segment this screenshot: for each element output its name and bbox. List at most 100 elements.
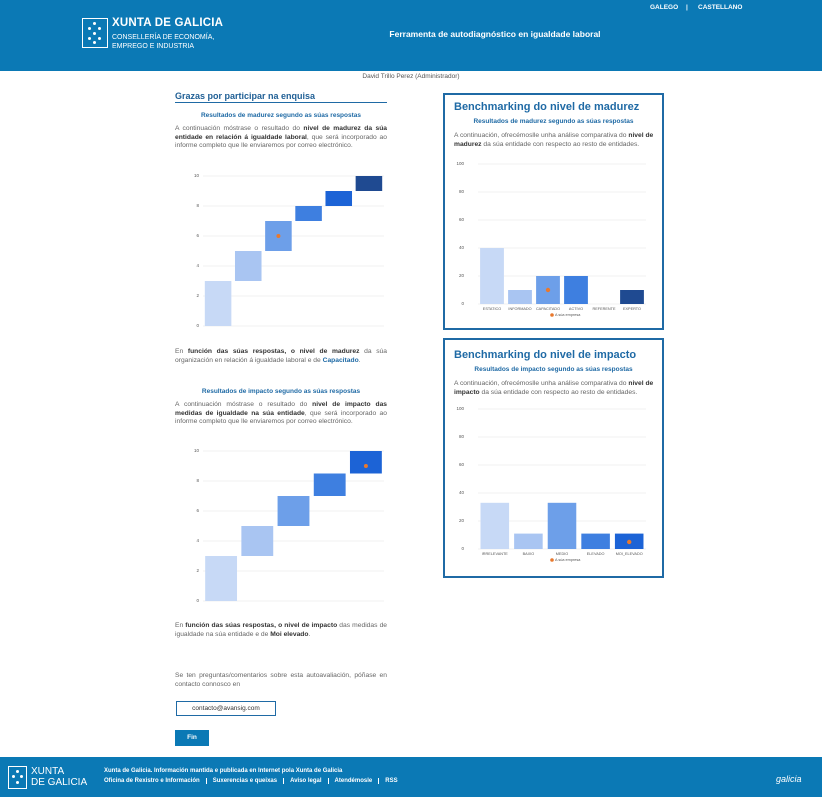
- footer-link[interactable]: Aviso legal: [284, 778, 329, 784]
- footer-links: Oficina de Rexistro e Información Suxeren…: [104, 778, 404, 784]
- bar: [547, 502, 577, 549]
- bar: [620, 290, 644, 304]
- y-tick-label: 4: [196, 263, 199, 268]
- box-title: Benchmarking do nivel de impacto: [454, 349, 637, 361]
- lang-galego[interactable]: GALEGO: [650, 4, 679, 11]
- logo-subtitle-line: CONSELLERÍA DE ECONOMÍA,: [112, 34, 215, 41]
- y-tick-label: 60: [459, 462, 465, 467]
- text-segment: nivel de impacto: [454, 380, 654, 396]
- legend-label: A súa empresa: [555, 558, 581, 562]
- x-tick-label: MEDIO: [556, 552, 568, 556]
- y-tick-label: 100: [456, 161, 464, 166]
- footer-brand: galicia: [776, 774, 802, 784]
- contact-button[interactable]: contacto@avansig.com: [176, 701, 276, 716]
- finish-button[interactable]: Fin: [175, 730, 209, 746]
- text-segment: da súa entidade con respecto ao resto de…: [481, 140, 640, 148]
- footer: XUNTA DE GALICIA Xunta de Galicia. Infor…: [0, 757, 822, 797]
- impact-waterfall: 0 2 4 6 8 10: [194, 448, 384, 603]
- text-segment: nivel de madurez: [454, 132, 654, 148]
- footer-link[interactable]: Oficina de Rexistro e Información: [104, 778, 207, 784]
- y-tick-label: 6: [196, 508, 199, 513]
- bar: [355, 176, 383, 191]
- x-tick-label: EXPERTO: [623, 307, 641, 311]
- bar: [313, 473, 346, 496]
- footer-link[interactable]: Atendémosle: [329, 778, 380, 784]
- bar: [480, 248, 504, 304]
- footer-link[interactable]: RSS: [385, 778, 398, 784]
- footer-link[interactable]: Suxerencias e queixas: [207, 778, 285, 784]
- x-tick-label: ELEVADO: [587, 552, 605, 556]
- y-tick-label: 0: [461, 301, 464, 306]
- y-tick-label: 6: [196, 233, 199, 238]
- contact-text: Se ten preguntas/comentarios sobre esta …: [175, 672, 387, 688]
- bar: [581, 533, 610, 549]
- bar: [480, 502, 510, 549]
- x-tick-label: CAPACITADO: [536, 307, 560, 311]
- text-segment: , que será incorporado ao informe comple…: [175, 133, 387, 150]
- paragraph: A continuación móstrase o resultado do n…: [175, 125, 387, 151]
- x-tick-label: IRRELEVANTE: [482, 552, 509, 556]
- x-tick-label: INFORMADO: [508, 307, 531, 311]
- y-tick-label: 10: [194, 173, 200, 178]
- bar: [508, 290, 532, 304]
- footer-logo-icon: [8, 766, 27, 789]
- user-name: David Trillo Perez (Administrador): [362, 73, 460, 80]
- bar: [325, 191, 353, 206]
- y-tick-label: 40: [459, 490, 465, 495]
- lang-separator: |: [686, 4, 688, 11]
- chart-title: Resultados de madurez segundo as súas re…: [200, 112, 362, 119]
- paragraph: En función das súas respostas, o nivel d…: [175, 348, 387, 365]
- box-subtitle: Resultados de madurez segundo as súas re…: [473, 118, 634, 125]
- legend-swatch: [550, 558, 554, 562]
- y-tick-label: 2: [196, 568, 199, 573]
- x-tick-label: MOI_ELEVADO: [616, 552, 643, 556]
- y-tick-label: 60: [459, 217, 465, 222]
- logo-subtitle: CONSELLERÍA DE ECONOMÍA, EMPREGO E INDUS…: [112, 34, 214, 51]
- heading: Grazas por participar na enquisa: [175, 91, 387, 103]
- text-segment: A continuación móstrase o resultado do: [175, 401, 313, 408]
- text-segment: Capacitado: [322, 356, 359, 364]
- logo-subtitle-line: EMPREGO E INDUSTRIA: [112, 42, 195, 50]
- text-segment: nivel de madurez da súa entidade en rela…: [175, 125, 387, 141]
- text-segment: nivel de impacto das medidas de igualdad…: [175, 401, 388, 417]
- x-tick-label: BAIXO: [523, 552, 535, 556]
- marker: [276, 234, 281, 238]
- maturity-benchmark-chart: 0 20 40 60 80 100 ESTATICO INFORMADO CAPACITADO A…: [456, 161, 646, 317]
- bar: [241, 526, 274, 556]
- paragraph: A continuación móstrase o resultado do n…: [175, 401, 387, 427]
- text-segment: A continuación, ofrecémoslle unha anális…: [454, 132, 629, 139]
- logo-icon: [82, 18, 108, 48]
- y-tick-label: 0: [196, 598, 199, 603]
- bar: [514, 533, 543, 549]
- bar: [204, 281, 232, 326]
- bar: [349, 451, 382, 474]
- x-tick-label: ESTATICO: [483, 307, 501, 311]
- bar: [564, 276, 588, 304]
- y-tick-label: 20: [459, 518, 465, 523]
- text-segment: .: [308, 630, 311, 638]
- text-segment: da súa entidade con respecto ao resto de…: [479, 388, 638, 396]
- bar: [295, 206, 322, 221]
- y-tick-label: 20: [459, 273, 465, 278]
- text-segment: .: [358, 356, 361, 364]
- marker: [363, 464, 368, 468]
- bar: [205, 556, 238, 601]
- text-segment: das medidas de igualdade na súa entidade…: [175, 622, 388, 638]
- lang-castellano[interactable]: CASTELLANO: [698, 4, 743, 11]
- paragraph: En función das súas respostas, o nivel d…: [175, 622, 387, 639]
- y-tick-label: 0: [461, 546, 464, 551]
- text-segment: da súa organización en relación á iguald…: [175, 348, 387, 364]
- paragraph: A continuación, ofrecémoslle unha anális…: [454, 380, 654, 397]
- bar: [277, 496, 310, 526]
- header: XUNTA DE GALICIA CONSELLERÍA DE ECONOMÍA…: [0, 0, 822, 71]
- marker: [545, 287, 551, 293]
- footer-logo: XUNTA DE GALICIA: [31, 766, 87, 788]
- y-tick-label: 4: [196, 538, 199, 543]
- x-tick-label: REFERENTE: [593, 307, 616, 311]
- chart-title: Resultados de impacto segundo as súas re…: [201, 388, 361, 395]
- y-tick-label: 100: [456, 406, 464, 411]
- footer-logo-line: DE GALICIA: [31, 777, 88, 788]
- paragraph: A continuación, ofrecémoslle unha anális…: [454, 132, 654, 149]
- text-segment: A continuación, ofrecémoslle unha anális…: [454, 380, 629, 387]
